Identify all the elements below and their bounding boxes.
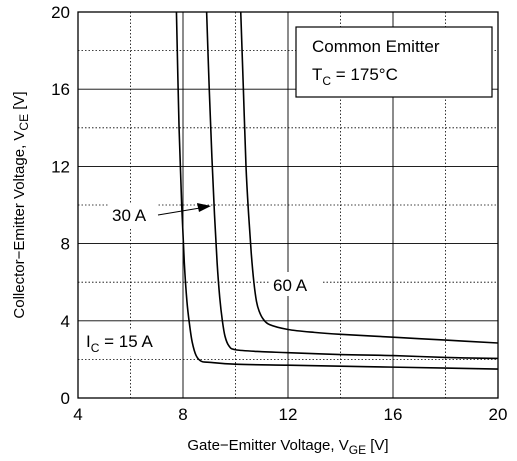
label-15a-symbol: I [86, 332, 91, 351]
condition-temp-symbol: T [312, 65, 322, 84]
series-line-30a [205, 11, 499, 360]
x-tick-label: 20 [489, 405, 508, 424]
label-15a-text: IC = 15 A [86, 332, 153, 355]
x-axis-label-main: Gate−Emitter Voltage, V [187, 437, 348, 454]
y-axis-label-main: Collector−Emitter Voltage, V [11, 131, 28, 319]
label-30a-arrow-line [157, 207, 201, 216]
x-tick-label: 16 [384, 405, 403, 424]
label-60a: 60 A [270, 272, 322, 296]
label-30a: 30 A [108, 203, 211, 227]
y-axis-label-unit: [V] [11, 91, 28, 114]
y-tick-label: 16 [51, 80, 70, 99]
y-tick-labels: 0 4 8 12 16 20 [51, 3, 70, 408]
x-tick-label: 4 [73, 405, 82, 424]
x-axis-label-unit: [V] [366, 437, 389, 454]
label-15a-bg [84, 330, 178, 356]
label-30a-arrowhead [197, 203, 211, 212]
x-tick-label: 12 [279, 405, 298, 424]
label-30a-text: 30 A [112, 206, 147, 225]
condition-box: Common Emitter TC = 175°C [295, 26, 493, 98]
label-15a-value: = 15 A [99, 332, 153, 351]
label-15a-subscript: C [91, 341, 100, 355]
condition-box-frame [295, 26, 493, 98]
y-tick-label: 20 [51, 3, 70, 22]
y-tick-label: 12 [51, 157, 70, 176]
x-tick-label: 8 [178, 405, 187, 424]
condition-line2: TC = 175°C [312, 65, 398, 88]
condition-temp-value: = 175°C [331, 65, 398, 84]
y-tick-label: 8 [61, 235, 70, 254]
condition-line1: Common Emitter [312, 37, 440, 56]
series-line-60a [239, 11, 499, 344]
plot-frame [77, 11, 499, 399]
x-axis-label: Gate−Emitter Voltage, VGE [V] [187, 437, 388, 457]
label-60a-bg [270, 272, 322, 296]
x-axis-label-sub: GE [349, 443, 366, 457]
label-30a-bg [108, 203, 158, 227]
label-60a-text: 60 A [273, 276, 308, 295]
y-axis-label-sub: CE [17, 114, 31, 131]
y-tick-label: 0 [61, 389, 70, 408]
condition-temp-subscript: C [322, 74, 331, 88]
y-tick-label: 4 [61, 312, 70, 331]
label-15a: IC = 15 A [84, 330, 178, 356]
y-axis-label: Collector−Emitter Voltage, VCE [V] [11, 91, 31, 318]
x-tick-labels: 4 8 12 16 20 [73, 405, 507, 424]
